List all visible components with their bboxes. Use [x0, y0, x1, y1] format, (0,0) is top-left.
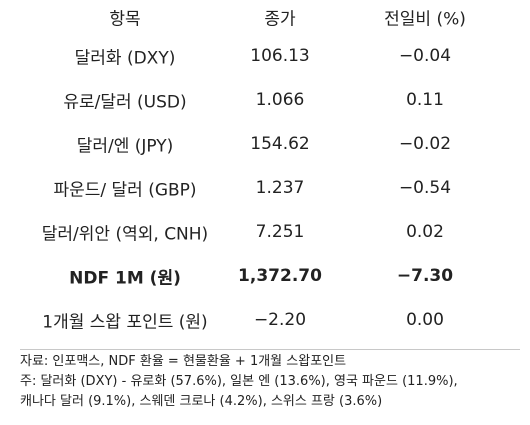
weight-note-line-2: 캐나다 달러 (9.1%), 스웨덴 크로나 (4.2%), 스위스 프랑 (3… [20, 394, 383, 409]
row-item: 달러/엔 (JPY) [76, 136, 174, 157]
row-change: −0.04 [398, 46, 452, 66]
row-close: −2.20 [253, 310, 307, 330]
row-item: 달러화 (DXY) [74, 48, 176, 69]
row-close: 7.251 [255, 222, 305, 242]
table-row: 유로/달러 (USD) 1.066 0.11 [0, 78, 530, 122]
row-change: 0.00 [406, 310, 444, 330]
table-row: 파운드/ 달러 (GBP) 1.237 −0.54 [0, 166, 530, 210]
source-note: 자료: 인포맥스, NDF 환율 = 현물환율 + 1개월 스왑포인트 [20, 354, 347, 369]
row-item: 유로/달러 (USD) [63, 92, 187, 113]
table-row: 1개월 스왑 포인트 (원) −2.20 0.00 [0, 298, 530, 342]
table-row: 달러화 (DXY) 106.13 −0.04 [0, 34, 530, 78]
row-item: 파운드/ 달러 (GBP) [53, 180, 197, 201]
row-item: 달러/위안 (역외, CNH) [41, 224, 209, 245]
header-close: 종가 [264, 9, 296, 30]
table-row: 달러/위안 (역외, CNH) 7.251 0.02 [0, 210, 530, 254]
weight-note-line-1: 주: 달러화 (DXY) - 유로화 (57.6%), 일본 엔 (13.6%)… [20, 374, 458, 389]
row-close: 106.13 [250, 46, 310, 66]
table-row-ndf: NDF 1M (원) 1,372.70 −7.30 [0, 254, 530, 298]
row-item: 1개월 스왑 포인트 (원) [42, 312, 208, 333]
row-change: 0.11 [406, 90, 444, 110]
table-row: 달러/엔 (JPY) 154.62 −0.02 [0, 122, 530, 166]
fx-table: 항목 종가 전일비 (%) 달러화 (DXY) 106.13 −0.04 유로/… [0, 0, 530, 342]
row-item: NDF 1M (원) [69, 268, 181, 289]
header-item: 항목 [109, 9, 141, 30]
row-change: −0.02 [398, 134, 452, 154]
table-divider [20, 349, 520, 350]
row-close: 1,372.70 [238, 266, 322, 286]
table-header-row: 항목 종가 전일비 (%) [0, 0, 530, 34]
row-change: −7.30 [396, 266, 454, 286]
row-close: 154.62 [250, 134, 310, 154]
header-change: 전일비 (%) [384, 9, 466, 30]
row-change: 0.02 [406, 222, 444, 242]
footnotes: 자료: 인포맥스, NDF 환율 = 현물환율 + 1개월 스왑포인트 주: 달… [20, 352, 528, 412]
row-change: −0.54 [398, 178, 452, 198]
row-close: 1.066 [255, 90, 305, 110]
row-close: 1.237 [255, 178, 305, 198]
